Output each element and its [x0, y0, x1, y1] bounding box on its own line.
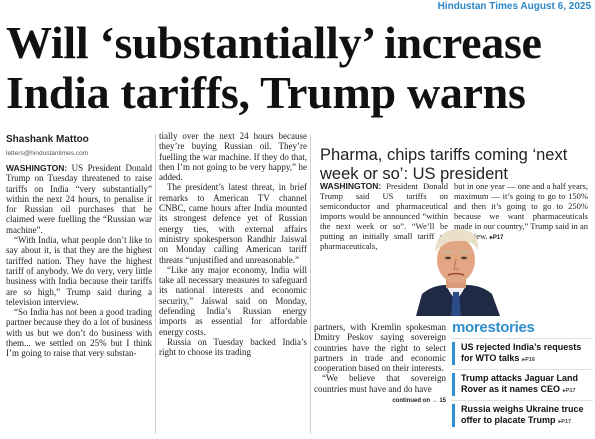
byline-email: letters@hindustantimes.com: [6, 150, 89, 157]
more-stories-heading: morestories: [452, 318, 593, 338]
story-column-3: partners, with Kremlin spokesman Dmitry …: [314, 322, 446, 406]
paragraph: partners, with Kremlin spokesman Dmitry …: [314, 322, 446, 374]
portrait-illustration: [416, 229, 500, 316]
page-reference: ▸P17: [489, 235, 504, 241]
side-story: Pharma, chips tariffs coming ‘next week …: [314, 138, 593, 316]
dateline: WASHINGTON:: [320, 181, 382, 191]
masthead-label: Hindustan Times August 6, 2025: [437, 1, 591, 12]
more-stories-heading-more: more: [452, 319, 488, 336]
trump-portrait-image: [402, 216, 510, 316]
more-stories-heading-stories: stories: [487, 319, 535, 336]
side-story-title: Pharma, chips tariffs coming ‘next week …: [320, 146, 568, 183]
paragraph: The president’s latest threat, in brief …: [159, 182, 307, 265]
page-reference: ▸P17: [558, 418, 572, 425]
headline-line-2: India tariffs, Trump warns: [6, 67, 526, 118]
more-stories-item[interactable]: US rejected India’s requests for WTO tal…: [452, 338, 593, 369]
more-stories-panel: morestories US rejected India’s requests…: [452, 318, 593, 435]
more-stories-item-text: US rejected India’s requests for WTO tal…: [461, 342, 593, 365]
paragraph: “So India has not been a good trading pa…: [6, 307, 152, 359]
accent-bar: [452, 342, 455, 365]
paragraph-text: US President Donald Trump on Tuesday thr…: [6, 163, 152, 235]
more-stories-item-title: Russia weighs Ukraine truce offer to pla…: [461, 404, 584, 425]
continued-link[interactable]: continued on → 15: [392, 398, 446, 405]
more-stories-item[interactable]: Russia weighs Ukraine truce offer to pla…: [452, 400, 593, 431]
paragraph: “Like any major economy, India will take…: [159, 264, 307, 337]
paragraph: “We believe that sovereign countries mus…: [314, 373, 446, 394]
page-reference: ▸P16: [522, 356, 535, 363]
paragraph: “With India, what people don’t like to s…: [6, 235, 152, 307]
paragraph: WASHINGTON: US President Donald Trump on…: [6, 163, 152, 235]
more-stories-item-text: Trump attacks Jaguar Land Rover as it na…: [461, 373, 593, 396]
byline-name: Shashank Mattoo: [6, 134, 89, 145]
dateline: WASHINGTON:: [6, 163, 68, 173]
paragraph: tially over the next 24 hours because th…: [159, 131, 307, 183]
more-stories-item-title: Trump attacks Jaguar Land Rover as it na…: [461, 373, 579, 394]
more-stories-item[interactable]: Trump attacks Jaguar Land Rover as it na…: [452, 369, 593, 400]
accent-bar: [452, 404, 455, 427]
story-column-2: tially over the next 24 hours because th…: [159, 131, 307, 358]
paragraph-text: President Donald Trump said US tariffs o…: [320, 181, 448, 251]
side-story-column-1: WASHINGTON: President Donald Trump said …: [320, 181, 448, 251]
more-stories-item-title: US rejected India’s requests for WTO tal…: [461, 342, 582, 363]
accent-bar: [452, 373, 455, 396]
page-reference: ▸P17: [563, 387, 576, 394]
story-column-1: WASHINGTON: US President Donald Trump on…: [6, 163, 152, 359]
headline-line-1: Will ‘substantially’ increase: [6, 17, 542, 68]
column-divider: [310, 134, 311, 434]
paragraph: Russia on Tuesday backed India’s right t…: [159, 336, 307, 358]
headline: Will ‘substantially’ increase India tari…: [6, 18, 592, 118]
column-divider: [155, 134, 156, 434]
more-stories-item-text: Russia weighs Ukraine truce offer to pla…: [461, 404, 593, 427]
continued-row: continued on → 15: [314, 394, 446, 406]
